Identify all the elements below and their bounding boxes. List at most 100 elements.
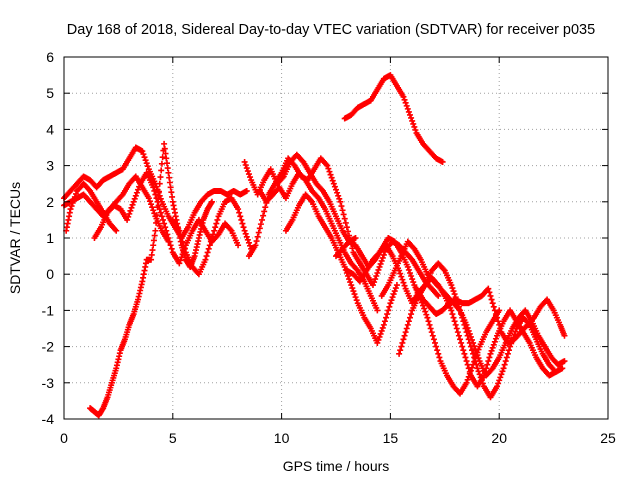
x-tick-label: 0 — [60, 430, 68, 446]
x-axis-label: GPS time / hours — [283, 458, 390, 474]
data-point — [463, 329, 470, 336]
data-point — [450, 288, 457, 295]
data-point — [494, 383, 501, 390]
data-point — [346, 276, 353, 283]
data-point — [428, 329, 435, 336]
series-trace-o — [413, 285, 568, 346]
data-point — [152, 191, 159, 198]
data-point — [240, 224, 247, 231]
data-point — [349, 285, 356, 292]
data-point — [512, 328, 519, 335]
data-point — [177, 257, 184, 264]
data-point — [124, 216, 131, 223]
data-point — [396, 350, 403, 357]
data-point — [403, 102, 410, 109]
data-point — [156, 180, 163, 187]
data-point — [400, 93, 407, 100]
data-point — [479, 380, 486, 387]
data-point — [492, 311, 499, 318]
data-point — [242, 161, 249, 168]
data-point — [129, 201, 136, 208]
data-point — [338, 203, 345, 210]
data-point — [148, 201, 155, 208]
data-point — [158, 213, 165, 220]
data-point — [333, 186, 339, 193]
data-point — [408, 273, 415, 280]
data-point — [71, 193, 78, 200]
data-point — [391, 288, 398, 295]
series-trace-d — [91, 169, 242, 267]
data-point — [247, 242, 254, 249]
data-point — [150, 207, 157, 214]
data-point — [409, 276, 416, 283]
data-point — [500, 365, 507, 372]
data-point — [435, 292, 442, 299]
series-trace-i — [256, 169, 381, 314]
data-point — [449, 285, 456, 292]
data-point — [455, 303, 462, 310]
data-point — [372, 276, 379, 283]
data-point — [460, 318, 467, 325]
data-point — [410, 279, 417, 286]
data-point — [126, 210, 133, 217]
data-point — [389, 294, 396, 301]
data-point — [255, 229, 262, 236]
data-point — [432, 339, 439, 346]
data-point — [341, 263, 348, 270]
data-point — [460, 347, 467, 354]
data-point — [462, 354, 469, 361]
y-axis-label: SDTVAR / TECUs — [7, 182, 23, 294]
data-point — [206, 242, 213, 249]
data-point — [377, 260, 384, 267]
data-point — [155, 196, 162, 203]
data-point — [463, 358, 470, 365]
data-point — [392, 285, 399, 292]
data-point — [401, 96, 408, 103]
data-point — [113, 227, 120, 234]
data-point — [176, 260, 183, 267]
data-point — [136, 183, 143, 190]
data-point — [180, 242, 187, 249]
data-point — [402, 329, 409, 336]
data-point — [149, 204, 156, 211]
data-point — [164, 231, 171, 238]
series-trace-p — [341, 72, 446, 165]
data-point — [253, 238, 260, 245]
data-point — [497, 325, 504, 332]
data-point — [405, 108, 412, 115]
data-point — [158, 167, 165, 174]
data-point — [353, 297, 360, 304]
data-point — [487, 292, 494, 299]
data-point — [243, 233, 250, 240]
data-point — [491, 338, 498, 345]
data-point — [160, 216, 167, 223]
data-point — [256, 225, 263, 232]
data-point — [335, 192, 342, 199]
data-point — [390, 291, 397, 298]
data-point — [462, 325, 469, 332]
data-point — [404, 321, 411, 328]
data-point — [178, 235, 185, 241]
data-point — [162, 224, 169, 231]
data-point — [141, 154, 148, 161]
data-point — [376, 263, 383, 270]
data-point — [348, 282, 355, 289]
data-point — [449, 311, 456, 318]
data-point — [241, 227, 248, 234]
data-point — [254, 233, 261, 240]
data-point — [214, 216, 221, 223]
data-point — [497, 374, 504, 381]
data-point — [238, 216, 245, 223]
data-point — [202, 256, 209, 263]
data-point — [465, 365, 472, 372]
data-point — [130, 198, 137, 205]
data-point — [425, 318, 432, 325]
data-point — [502, 358, 509, 365]
data-point — [457, 307, 464, 314]
data-point — [203, 253, 210, 260]
data-point — [339, 207, 346, 214]
data-point — [457, 336, 464, 343]
data-point — [403, 325, 410, 332]
tick-layer: 0 5 10 15 20 25 -4 -3 -2 -1 0 1 2 3 4 5 6 — [42, 49, 616, 446]
y-tick-label: 0 — [46, 266, 54, 282]
